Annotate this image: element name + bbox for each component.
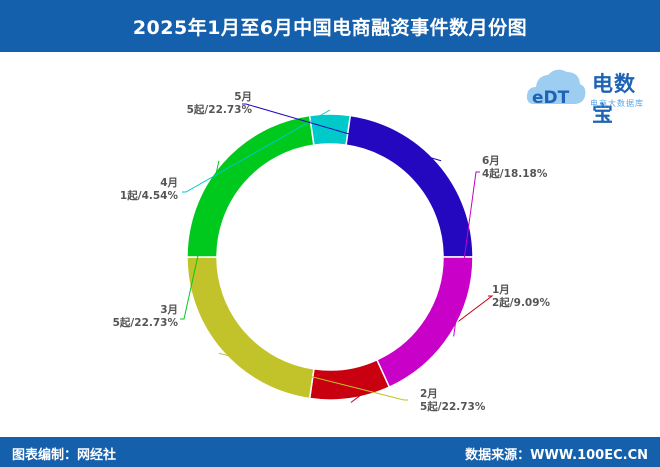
footer-bar: 图表编制：网经社 数据来源：WWW.100EC.CN	[0, 437, 660, 467]
logo-icon-text: eDT	[532, 88, 570, 108]
leader-line-5	[242, 103, 442, 162]
slice-category-label-4: 4月	[160, 177, 178, 189]
title-bar: 2025年1月至6月中国电商融资事件数月份图	[0, 0, 660, 52]
logo-subtitle: 电商大数据库	[590, 99, 644, 108]
slice-value-label-4: 1起/4.54%	[120, 189, 179, 202]
leader-line-4	[182, 109, 331, 193]
slice-category-label-3: 3月	[160, 304, 178, 316]
cloud-logo-icon: eDT	[526, 69, 586, 108]
leader-line-6	[453, 171, 480, 337]
donut-slice-1	[308, 358, 391, 401]
donut-slice-2	[186, 256, 315, 400]
slice-value-label-6: 4起/18.18%	[482, 167, 548, 180]
slice-value-label-5: 5起/22.73%	[187, 103, 253, 116]
footer-credit: 图表编制：网经社	[12, 448, 117, 463]
leader-line-3	[180, 160, 220, 320]
slice-value-label-1: 2起/9.09%	[492, 296, 551, 309]
donut-slice-5	[345, 114, 474, 258]
logo: eDT 电数宝 电商大数据库	[524, 60, 652, 126]
donut-chart: 1月2起/9.09%2月5起/22.73%3月5起/22.73%4月1起/4.5…	[113, 91, 551, 413]
slice-value-label-2: 5起/22.73%	[420, 400, 486, 413]
donut-slice-6	[375, 256, 474, 389]
slice-category-label-5: 5月	[234, 91, 252, 103]
footer-source: 数据来源：WWW.100EC.CN	[465, 448, 648, 463]
donut-slice-3	[186, 114, 315, 258]
slice-category-label-1: 1月	[492, 284, 510, 296]
chart-title: 2025年1月至6月中国电商融资事件数月份图	[132, 16, 528, 39]
leader-line-2	[218, 352, 408, 401]
slice-category-label-2: 2月	[420, 388, 438, 400]
slice-category-label-6: 6月	[482, 155, 500, 167]
logo-name: 电数宝	[592, 72, 636, 126]
slice-value-label-3: 5起/22.73%	[113, 316, 179, 329]
